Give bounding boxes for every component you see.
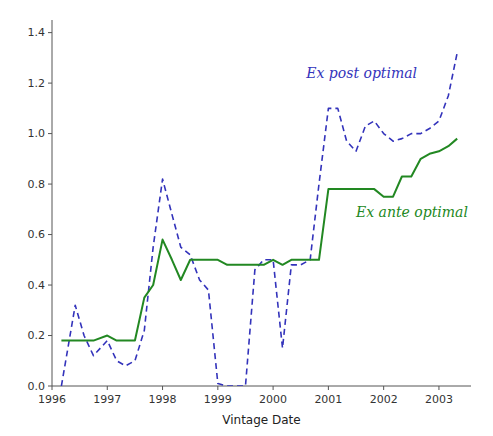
y-tick-label: 1.2: [28, 77, 46, 90]
x-tick: [273, 386, 274, 390]
y-tick: [48, 386, 52, 387]
x-axis: 1996 1997 1998 1999 2000 2001 2002 2003: [38, 386, 471, 406]
y-tick: [48, 184, 52, 185]
series-line: [61, 139, 457, 341]
y-tick-label: 0.8: [28, 178, 46, 191]
x-tick: [162, 386, 163, 390]
annotation: Ex ante optimal: [355, 204, 468, 220]
y-tick-label: 0.6: [28, 228, 46, 241]
y-tick: [48, 133, 52, 134]
chart: 0.0 0.2 0.4 0.6 0.8 1.0 1.2 1.4 1996 1997 1998 1999…: [0, 0, 493, 436]
x-tick-label: 2001: [314, 393, 342, 406]
x-tick: [328, 386, 329, 390]
y-tick: [48, 83, 52, 84]
x-tick-label: 1997: [93, 393, 121, 406]
y-tick: [48, 285, 52, 286]
x-tick: [438, 386, 439, 390]
y-axis: 0.0 0.2 0.4 0.6 0.8 1.0 1.2 1.4: [28, 20, 53, 393]
x-tick: [52, 386, 53, 390]
x-tick-label: 2003: [425, 393, 453, 406]
x-tick-label: 1996: [38, 393, 66, 406]
x-axis-label: Vintage Date: [222, 413, 300, 427]
y-axis-line: [52, 20, 53, 386]
x-tick-label: 1999: [204, 393, 232, 406]
x-tick-label: 2000: [259, 393, 287, 406]
y-tick: [48, 335, 52, 336]
y-tick: [48, 234, 52, 235]
y-tick-label: 1.0: [28, 127, 46, 140]
y-tick-label: 0.2: [28, 329, 46, 342]
annotation: Ex post optimal: [305, 65, 417, 81]
x-tick: [383, 386, 384, 390]
x-tick: [107, 386, 108, 390]
x-axis-line: [52, 386, 471, 387]
x-tick: [217, 386, 218, 390]
x-tick-label: 1998: [149, 393, 177, 406]
y-tick-label: 0.0: [28, 380, 46, 393]
y-tick: [48, 32, 52, 33]
x-tick-label: 2002: [370, 393, 398, 406]
y-tick-label: 0.4: [28, 279, 46, 292]
y-tick-label: 1.4: [28, 26, 46, 39]
